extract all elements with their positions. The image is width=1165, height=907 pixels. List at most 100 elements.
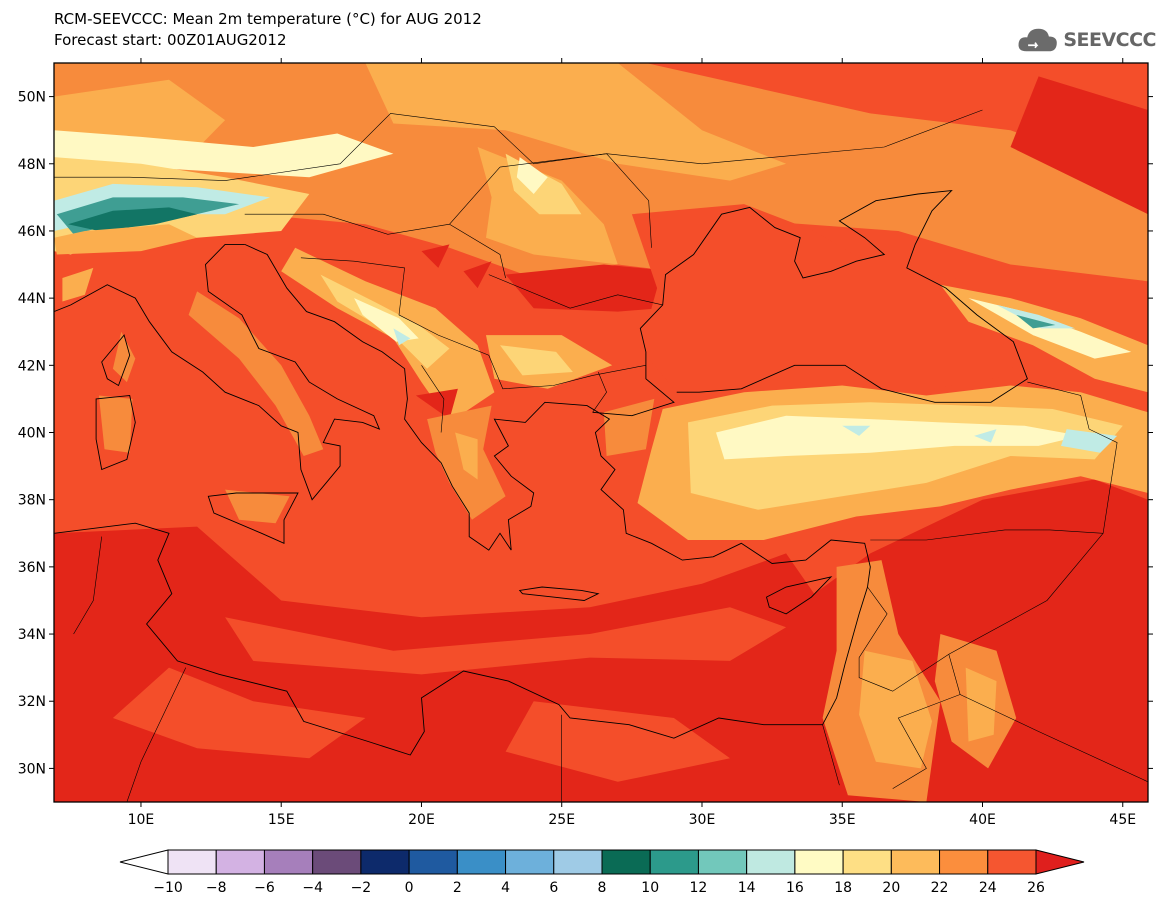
temperature-zone — [842, 425, 871, 436]
temperature-zone — [98, 395, 133, 453]
temperature-zone — [859, 650, 932, 769]
coastline — [95, 395, 136, 471]
temperature-zone — [54, 224, 198, 255]
lon-tick-label: 25E — [548, 812, 575, 828]
seevccc-logo: SEEVCCC — [1016, 20, 1156, 60]
colorbar-label: 26 — [1027, 880, 1045, 896]
colorbar-swatch — [312, 849, 362, 875]
temperature-zone — [1016, 314, 1056, 329]
coastline — [54, 522, 823, 756]
temperature-zone — [365, 63, 787, 181]
temperature-zone — [996, 304, 1076, 329]
lon-tick-label: 30E — [689, 812, 716, 828]
country-border — [499, 109, 983, 168]
temperature-zone — [505, 264, 702, 312]
country-border — [822, 724, 840, 786]
colorbar-label: 4 — [501, 880, 510, 896]
temperature-zone — [415, 388, 458, 420]
coastline — [592, 190, 1028, 417]
colorbar-label: −4 — [302, 880, 323, 896]
colorbar-label: −10 — [153, 880, 183, 896]
lat-tick-label: 40N — [18, 426, 46, 442]
temperature-zone — [54, 63, 1148, 282]
country-border — [892, 654, 961, 789]
lat-tick-label: 46N — [18, 224, 46, 240]
country-border — [54, 113, 652, 248]
lat-tick-label: 30N — [18, 761, 46, 777]
colorbar-label: −8 — [206, 880, 227, 896]
temperature-zone — [421, 244, 450, 268]
lat-tick-label: 42N — [18, 358, 46, 374]
colorbar-swatch — [939, 849, 989, 875]
colorbar-label: 18 — [834, 880, 852, 896]
temperature-zone — [974, 429, 997, 443]
country-border — [592, 371, 607, 413]
coastline — [54, 243, 381, 501]
temperature-field — [54, 63, 1148, 802]
country-border — [488, 274, 663, 309]
colorbar-swatch — [697, 849, 748, 875]
colorbar-swatch — [890, 849, 941, 875]
temperature-zone — [516, 157, 548, 194]
colorbar: −10 −8 −6 −4 −2 0 2 4 6 8 10 12 14 16 18 20 22 24 26 — [119, 849, 1085, 896]
lon-tick-label: 15E — [268, 812, 295, 828]
temperature-zone — [112, 667, 366, 759]
colorbar-label: 14 — [738, 880, 756, 896]
colorbar-label: 8 — [598, 880, 607, 896]
axis-ticks: 50N 48N 46N 44N 42N 40N 38N 36N 34N 32N 30N 10E 15E 2… — [18, 58, 1153, 828]
logo-text: SEEVCCC — [1063, 29, 1156, 51]
country-border — [300, 257, 646, 390]
colorbar-swatch — [360, 849, 410, 875]
coastline — [207, 492, 299, 544]
lat-tick-label: 34N — [18, 627, 46, 643]
coastline — [765, 576, 833, 615]
colorbar-label: 22 — [931, 880, 949, 896]
temperature-zone — [188, 291, 324, 456]
colorbar-label: 6 — [549, 880, 558, 896]
colorbar-under-arrow — [119, 849, 169, 875]
country-border — [421, 365, 445, 433]
colorbar-label: −2 — [351, 880, 372, 896]
colorbar-label: 0 — [405, 880, 414, 896]
colorbar-swatch — [215, 849, 265, 875]
temperature-zone — [455, 432, 478, 480]
temperature-zone — [393, 328, 411, 346]
colorbar-swatch — [408, 849, 458, 875]
country-border — [126, 667, 187, 802]
temperature-zone — [112, 331, 136, 383]
colorbar-swatch — [601, 849, 651, 875]
country-border — [449, 223, 506, 279]
lat-tick-label: 36N — [18, 560, 46, 576]
temperature-zone — [1010, 76, 1148, 215]
coastlines-borders — [54, 109, 1148, 802]
colorbar-over-arrow — [1035, 849, 1085, 875]
lat-tick-label: 48N — [18, 157, 46, 173]
colorbar-swatch — [167, 849, 217, 875]
colorbar-swatch — [746, 849, 796, 875]
coastline — [244, 243, 871, 725]
colorbar-swatch — [842, 849, 892, 875]
colorbar-label: 10 — [641, 880, 659, 896]
colorbar-swatch — [987, 849, 1037, 875]
colorbar-swatch — [794, 849, 844, 875]
colorbar-swatch — [505, 849, 555, 875]
colorbar-swatch — [263, 849, 314, 875]
colorbar-swatch — [649, 849, 699, 875]
colorbar-swatch — [553, 849, 603, 875]
colorbar-label: 16 — [786, 880, 804, 896]
temperature-zone — [225, 607, 787, 675]
colorbar-label: 24 — [979, 880, 997, 896]
temperature-zone — [68, 207, 198, 231]
lon-tick-label: 35E — [829, 812, 856, 828]
page-title: RCM-SEEVCCC: Mean 2m temperature (°C) fo… — [54, 10, 482, 28]
temperature-zone — [716, 415, 1081, 460]
country-border — [73, 536, 102, 635]
temperature-zone — [225, 489, 290, 524]
colorbar-label: 12 — [690, 880, 708, 896]
temperature-zone — [354, 298, 419, 342]
temperature-zone — [62, 267, 94, 302]
colorbar-label: 2 — [453, 880, 462, 896]
colorbar-label: −6 — [254, 880, 275, 896]
lon-tick-label: 20E — [408, 812, 435, 828]
